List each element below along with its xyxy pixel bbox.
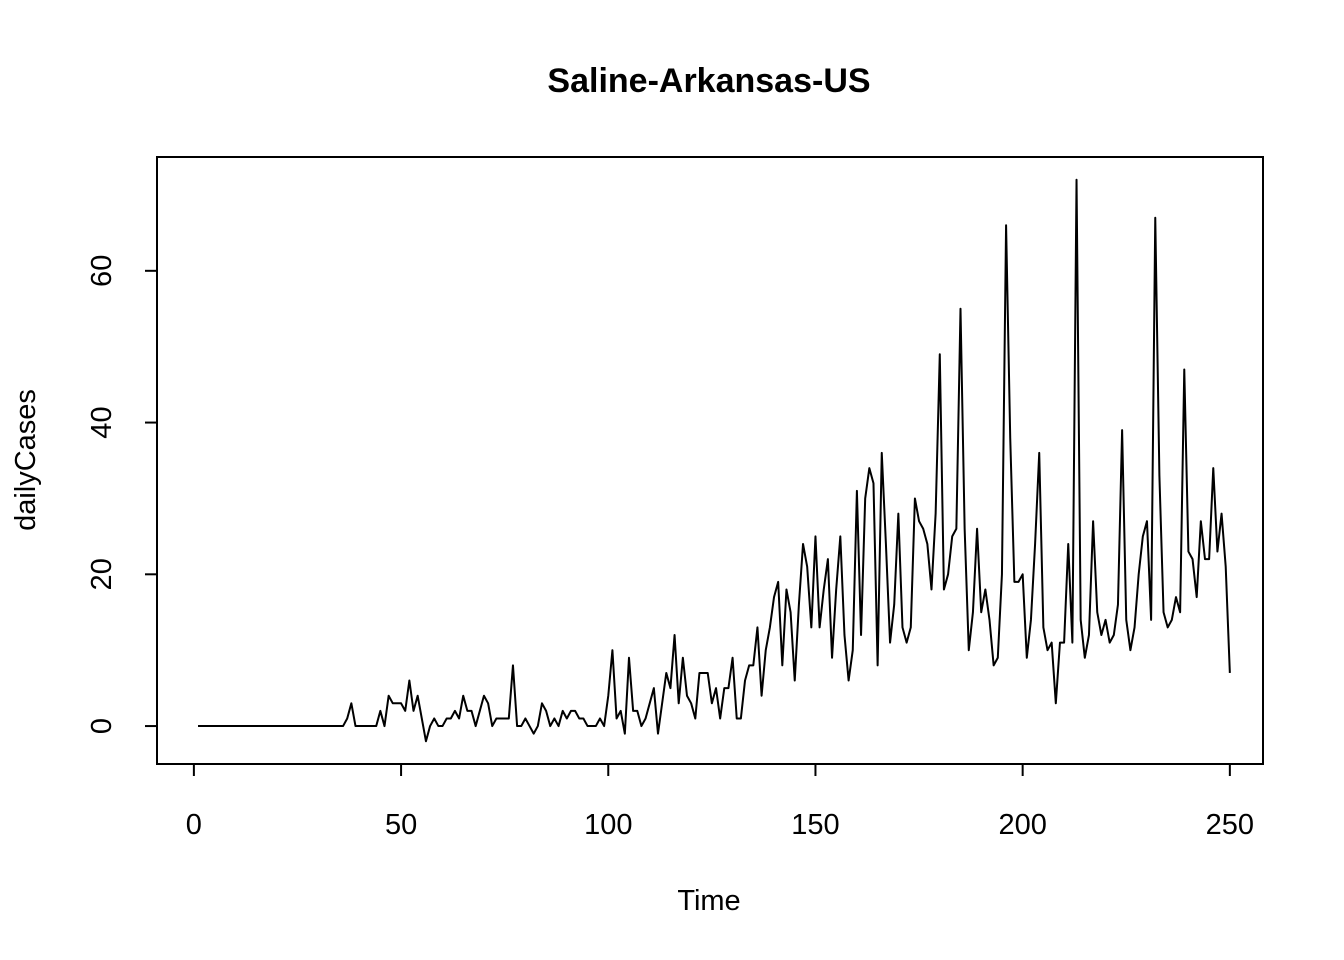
x-axis-label: Time bbox=[677, 885, 740, 917]
plot-frame bbox=[156, 156, 1264, 765]
y-tick-label: 60 bbox=[86, 255, 118, 287]
x-tick-label: 250 bbox=[1206, 809, 1254, 841]
x-tick-label: 0 bbox=[186, 809, 202, 841]
x-tick-label: 150 bbox=[791, 809, 839, 841]
chart-title: Saline-Arkansas-US bbox=[547, 62, 870, 100]
x-axis: 0 50 100 150 200 250 bbox=[186, 763, 1254, 841]
y-tick-label: 20 bbox=[86, 558, 118, 590]
x-tick-label: 100 bbox=[584, 809, 632, 841]
y-axis-label: dailyCases bbox=[10, 389, 42, 531]
series-line bbox=[198, 178, 1231, 743]
y-tick-label: 0 bbox=[86, 718, 118, 734]
y-axis: 0 20 40 60 bbox=[86, 255, 158, 734]
y-tick-label: 40 bbox=[86, 406, 118, 438]
x-tick-label: 50 bbox=[385, 809, 417, 841]
x-tick-label: 200 bbox=[998, 809, 1046, 841]
series-group bbox=[198, 178, 1231, 743]
